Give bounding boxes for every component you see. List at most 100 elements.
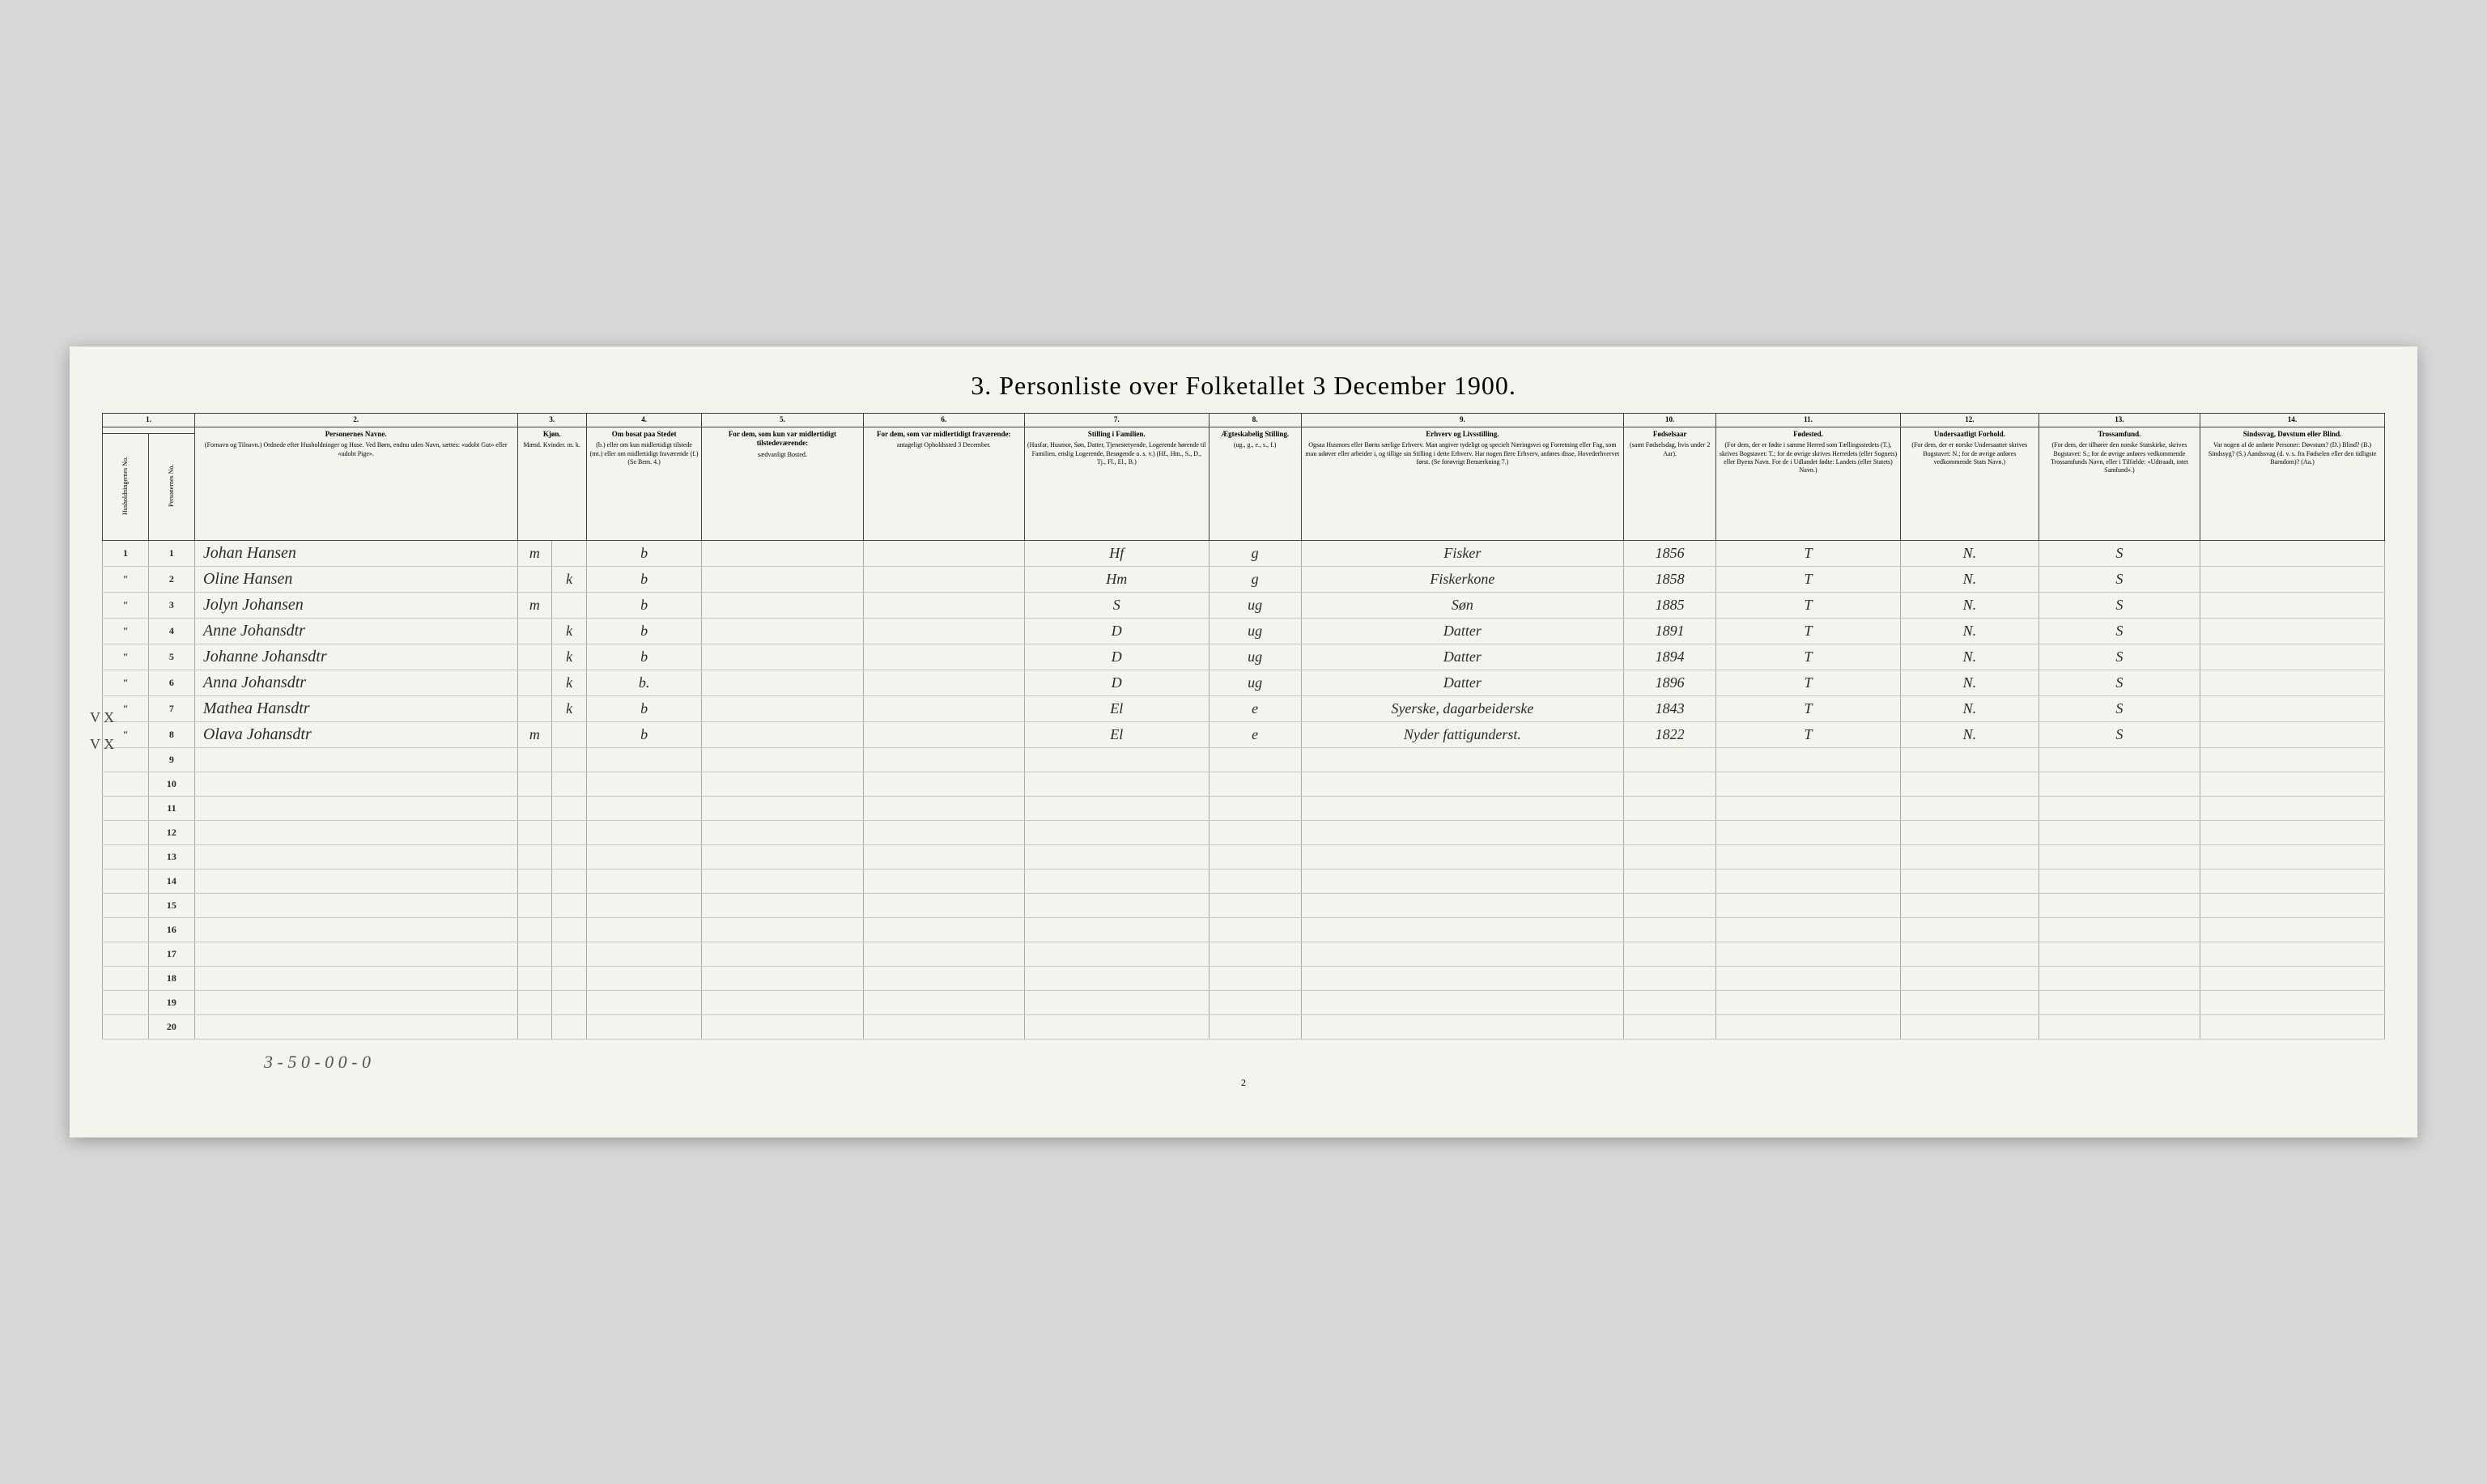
page-number: 2 (102, 1077, 2385, 1089)
table-row-empty: 12 (103, 821, 2385, 845)
hh-num (103, 797, 149, 821)
temp-present (702, 541, 863, 567)
cell (586, 748, 701, 772)
cell (517, 991, 552, 1015)
cell (863, 991, 1024, 1015)
cell (863, 797, 1024, 821)
sex-k: k (552, 696, 587, 722)
disability (2200, 670, 2385, 696)
cell (1624, 797, 1716, 821)
person-num: 15 (148, 894, 194, 918)
header-col-9: 9. Erhverv og Livsstilling. Ogsaa Husmor… (1301, 413, 1624, 540)
cell (1209, 1015, 1301, 1040)
cell (552, 894, 587, 918)
cell (2038, 870, 2200, 894)
cell (2200, 772, 2385, 797)
col-num: 3. (518, 414, 586, 427)
col-num: 2. (195, 414, 517, 427)
cell (517, 821, 552, 845)
cell (1209, 748, 1301, 772)
cell (1024, 1015, 1209, 1040)
cell (586, 894, 701, 918)
cell (1900, 942, 2038, 967)
residence: b (586, 541, 701, 567)
marital-status: g (1209, 567, 1301, 593)
col-num: 11. (1716, 414, 1900, 427)
table-row: " 3 Jolyn Johansen m b S ug Søn 1885 T N… (103, 593, 2385, 619)
person-num: 5 (148, 644, 194, 670)
col-title: Om bosat paa Stedet (589, 430, 699, 440)
cell (2038, 772, 2200, 797)
cell (1900, 821, 2038, 845)
header-col-8: 8. Ægteskabelig Stilling. (ug., g., e., … (1209, 413, 1301, 540)
person-name: Johanne Johansdtr (194, 644, 517, 670)
table-row-empty: 16 (103, 918, 2385, 942)
cell (1900, 991, 2038, 1015)
cell (1209, 870, 1301, 894)
cell (586, 1015, 701, 1040)
col-title: For dem, som var midlertidigt fraværende… (866, 430, 1022, 440)
person-num: 12 (148, 821, 194, 845)
col-title: Undersaatligt Forhold. (1903, 430, 2036, 440)
col-sub: Ogsaa Husmors eller Børns særlige Erhver… (1304, 441, 1622, 466)
cell (552, 967, 587, 991)
margin-mark: V X (90, 736, 114, 753)
cell (863, 748, 1024, 772)
disability (2200, 593, 2385, 619)
temp-present (702, 567, 863, 593)
cell (2038, 942, 2200, 967)
col-sub: Mænd. Kvinder. m. k. (521, 441, 584, 449)
cell (1624, 772, 1716, 797)
person-name: Jolyn Johansen (194, 593, 517, 619)
family-position: El (1024, 696, 1209, 722)
cell (863, 894, 1024, 918)
cell (1024, 845, 1209, 870)
marital-status: ug (1209, 593, 1301, 619)
cell (1209, 918, 1301, 942)
cell (1624, 991, 1716, 1015)
table-row-empty: 19 (103, 991, 2385, 1015)
cell (194, 967, 517, 991)
cell (194, 772, 517, 797)
cell (552, 1015, 587, 1040)
cell (1716, 967, 1901, 991)
col-title: Erhverv og Livsstilling. (1304, 430, 1622, 440)
subject: N. (1900, 567, 2038, 593)
cell (1716, 772, 1901, 797)
residence: b (586, 644, 701, 670)
header-col-3: 3. Kjøn. Mænd. Kvinder. m. k. (517, 413, 586, 540)
col-title: Fødselsaar (1626, 430, 1713, 440)
col-title: Husholdningernes No. (121, 437, 130, 534)
sex-k: k (552, 670, 587, 696)
temp-present (702, 593, 863, 619)
header-col-11: 11. Fødested. (For dem, der er fødte i s… (1716, 413, 1901, 540)
sex-m (517, 619, 552, 644)
col-num: 6. (864, 414, 1024, 427)
cell (1024, 942, 1209, 967)
col-sub: (samt Fødselsdag, hvis under 2 Aar). (1626, 441, 1713, 458)
person-num: 16 (148, 918, 194, 942)
sex-m: m (517, 593, 552, 619)
sex-k (552, 541, 587, 567)
col-num: 1. (103, 414, 194, 427)
sex-m (517, 670, 552, 696)
cell (702, 1015, 863, 1040)
faith: S (2038, 567, 2200, 593)
temp-absent (863, 593, 1024, 619)
col-sub: Var nogen af de anførte Personer: Døvstu… (2203, 441, 2382, 466)
col-title: Personernes No. (168, 437, 176, 534)
cell (1716, 845, 1901, 870)
header-col-12: 12. Undersaatligt Forhold. (For dem, der… (1900, 413, 2038, 540)
person-num: 6 (148, 670, 194, 696)
birthplace: T (1716, 644, 1901, 670)
cell (586, 870, 701, 894)
cell (1301, 967, 1624, 991)
cell (2038, 845, 2200, 870)
header-col-13: 13. Trossamfund. (For dem, der tilhører … (2038, 413, 2200, 540)
cell (1716, 797, 1901, 821)
cell (1024, 772, 1209, 797)
cell (1209, 821, 1301, 845)
family-position: El (1024, 722, 1209, 748)
sex-k (552, 593, 587, 619)
cell (517, 845, 552, 870)
